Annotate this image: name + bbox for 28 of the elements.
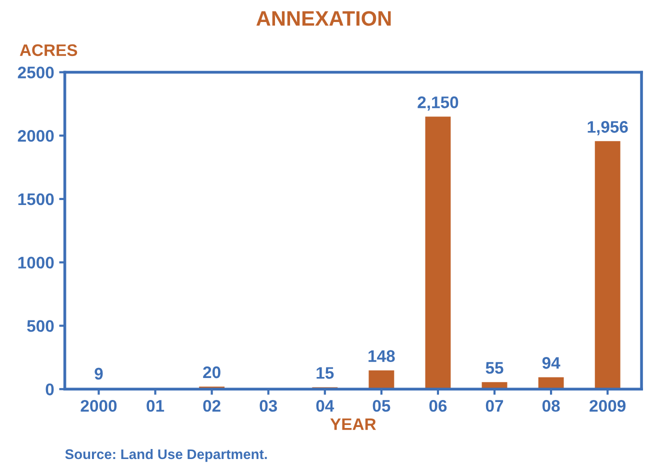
y-tick-label: 1000 (18, 256, 54, 269)
x-tick-label: 2009 (590, 400, 626, 412)
data-label: 94 (542, 357, 560, 369)
y-tick-label: 500 (27, 320, 54, 332)
data-label: 9 (94, 368, 103, 380)
y-tick-label: 1500 (18, 193, 54, 206)
data-label: 1,956 (588, 121, 628, 136)
chart-title: ANNEXATION (256, 11, 391, 26)
source-note: Source: Land Use Department. (65, 448, 267, 462)
y-axis-title: ACRES (20, 44, 78, 56)
x-tick-label: 03 (260, 400, 278, 412)
x-tick-label: 07 (486, 400, 504, 412)
x-tick-label: 02 (203, 400, 220, 412)
data-label: 148 (368, 350, 395, 362)
x-tick-label: 05 (372, 400, 390, 412)
x-tick-label: 08 (542, 400, 560, 412)
x-tick-label: 2000 (80, 400, 117, 412)
x-tick-label: 04 (316, 400, 334, 412)
x-tick-label: 01 (146, 400, 164, 412)
data-label: 55 (486, 362, 504, 374)
y-tick-label: 2500 (18, 66, 54, 78)
y-tick-label: 2000 (18, 130, 54, 142)
data-label: 15 (316, 367, 334, 379)
data-label: 2,150 (418, 96, 458, 111)
data-label: 20 (203, 366, 220, 378)
x-tick-label: 06 (429, 400, 447, 412)
y-tick-label: 0 (46, 384, 54, 396)
x-axis-title: YEAR (330, 418, 376, 430)
